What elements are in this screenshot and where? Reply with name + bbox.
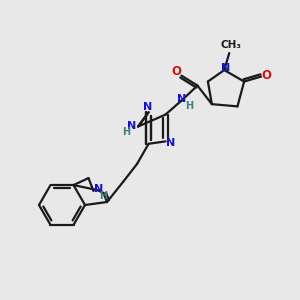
Text: H: H bbox=[185, 100, 194, 111]
Text: N: N bbox=[220, 63, 230, 73]
Text: O: O bbox=[261, 69, 271, 82]
Text: N: N bbox=[94, 184, 103, 194]
Text: N: N bbox=[143, 102, 152, 112]
Text: N: N bbox=[128, 121, 137, 130]
Text: H: H bbox=[99, 191, 108, 201]
Text: H: H bbox=[122, 127, 130, 136]
Text: N: N bbox=[166, 138, 175, 148]
Text: N: N bbox=[177, 94, 186, 103]
Text: CH₃: CH₃ bbox=[221, 40, 242, 50]
Text: O: O bbox=[172, 65, 182, 78]
